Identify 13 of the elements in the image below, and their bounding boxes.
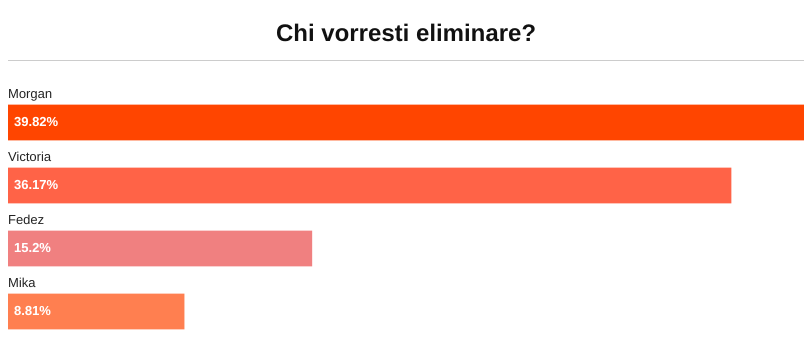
data-label: 39.82% [14, 114, 59, 130]
data-label: 15.2% [14, 240, 52, 256]
chart-title: Chi vorresti eliminare? [274, 19, 538, 49]
y-tick-label: Mika [8, 275, 36, 290]
data-label: 36.17% [14, 177, 59, 192]
bar [8, 230, 312, 266]
bar [8, 168, 732, 204]
y-tick-label: Fedez [8, 212, 44, 228]
y-tick-label: Morgan [8, 86, 52, 102]
data-label: 8.81% [14, 303, 52, 318]
bar [8, 294, 184, 330]
bar [8, 104, 804, 140]
y-tick-label: Victoria [8, 149, 52, 164]
